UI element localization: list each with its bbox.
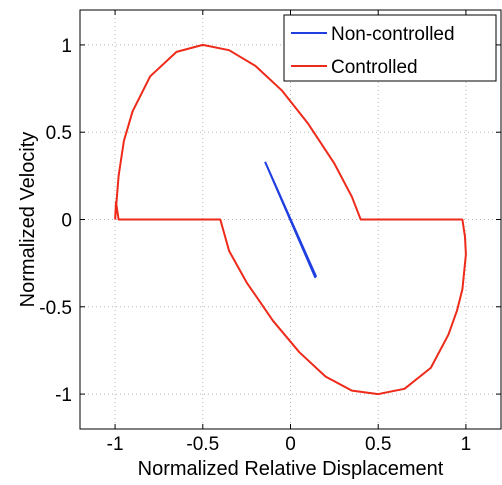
legend-label-non-controlled: Non-controlled	[331, 24, 455, 45]
data-series	[114, 43, 467, 396]
series-line-controlled	[114, 43, 467, 396]
x-tick-label: 0	[285, 434, 296, 455]
x-axis-label: Normalized Relative Displacement	[138, 458, 444, 480]
y-tick-label: 0	[61, 211, 72, 232]
series-line-non-controlled	[264, 161, 317, 279]
x-tick-label: 1	[461, 434, 472, 455]
y-tick-label: -1	[55, 385, 72, 406]
axis-ticks: -1 -0.5 0 0.5 1 1 0.5 0 -0.5 -1	[39, 10, 501, 455]
y-tick-label: -0.5	[39, 298, 72, 319]
legend-label-controlled: Controlled	[331, 57, 418, 78]
legend-box	[283, 14, 497, 82]
x-tick-label: -1	[107, 434, 124, 455]
y-tick-label: 0.5	[46, 123, 72, 144]
y-axis-label: Normalized Velocity	[17, 132, 39, 308]
legend: Non-controlled Controlled	[283, 14, 497, 82]
x-tick-label: -0.5	[186, 434, 219, 455]
x-tick-label: 0.5	[365, 434, 391, 455]
y-tick-label: 1	[61, 36, 72, 57]
